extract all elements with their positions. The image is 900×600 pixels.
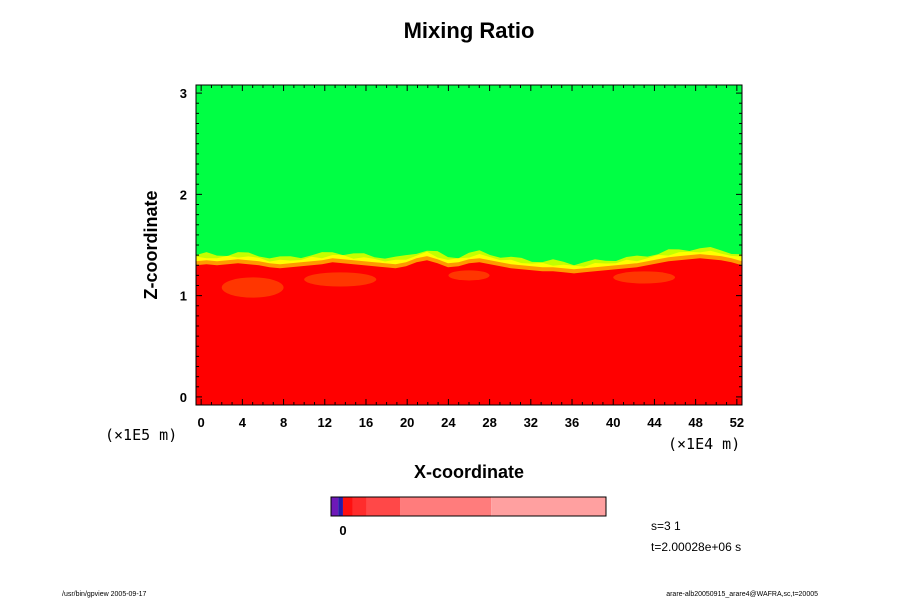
x-tick-label: 16 <box>359 415 373 430</box>
x-tick-label: 28 <box>482 415 496 430</box>
x-axis: 0 4 8 12 16 20 24 28 32 36 40 44 48 52 <box>198 85 744 430</box>
footer-right: arare-alb20050915_arare4@WAFRA,sc,t=2000… <box>666 591 818 598</box>
x-tick-label: 32 <box>524 415 538 430</box>
step-label: s=3 1 <box>651 519 681 533</box>
x-tick-label: 40 <box>606 415 620 430</box>
field-patch <box>304 272 377 287</box>
x-tick-label: 48 <box>688 415 702 430</box>
x-tick-label: 52 <box>730 415 744 430</box>
x-axis-label: X-coordinate <box>414 462 524 482</box>
colorbar-segment <box>400 497 492 516</box>
x-tick-label: 8 <box>280 415 287 430</box>
x-tick-label: 4 <box>239 415 247 430</box>
colorbar-segment <box>342 497 353 516</box>
plot-area <box>196 85 742 405</box>
field-patch <box>613 271 676 284</box>
colorbar-segment <box>338 497 343 516</box>
field-patch <box>221 277 284 298</box>
y-axis-label: Z-coordinate <box>141 190 161 299</box>
x-tick-label: 44 <box>647 415 662 430</box>
colorbar-segment <box>331 497 339 516</box>
x-tick-label: 24 <box>441 415 456 430</box>
y-axis-unit: (×1E5 m) <box>105 426 177 444</box>
colorbar-label: 0 <box>339 523 346 538</box>
colorbar-segment <box>491 497 606 516</box>
x-tick-label: 12 <box>318 415 332 430</box>
time-label: t=2.00028e+06 s <box>651 540 741 554</box>
y-axis: 0 1 2 3 <box>180 86 742 405</box>
field-layer-3 <box>196 258 742 405</box>
y-tick-label: 1 <box>180 289 187 304</box>
footer-left: /usr/bin/gpview 2005-09-17 <box>62 591 147 598</box>
y-tick-label: 2 <box>180 187 187 202</box>
x-tick-label: 36 <box>565 415 579 430</box>
colorbar-segment <box>352 497 367 516</box>
x-tick-label: 0 <box>198 415 205 430</box>
colorbar <box>331 497 606 516</box>
y-tick-label: 3 <box>180 86 187 101</box>
colorbar-segment <box>366 497 401 516</box>
x-axis-unit: (×1E4 m) <box>668 435 740 453</box>
x-tick-label: 20 <box>400 415 414 430</box>
y-tick-label: 0 <box>180 390 187 405</box>
chart-title: Mixing Ratio <box>404 18 535 43</box>
field-patch <box>448 270 490 281</box>
colorbar-frame <box>330 496 607 517</box>
